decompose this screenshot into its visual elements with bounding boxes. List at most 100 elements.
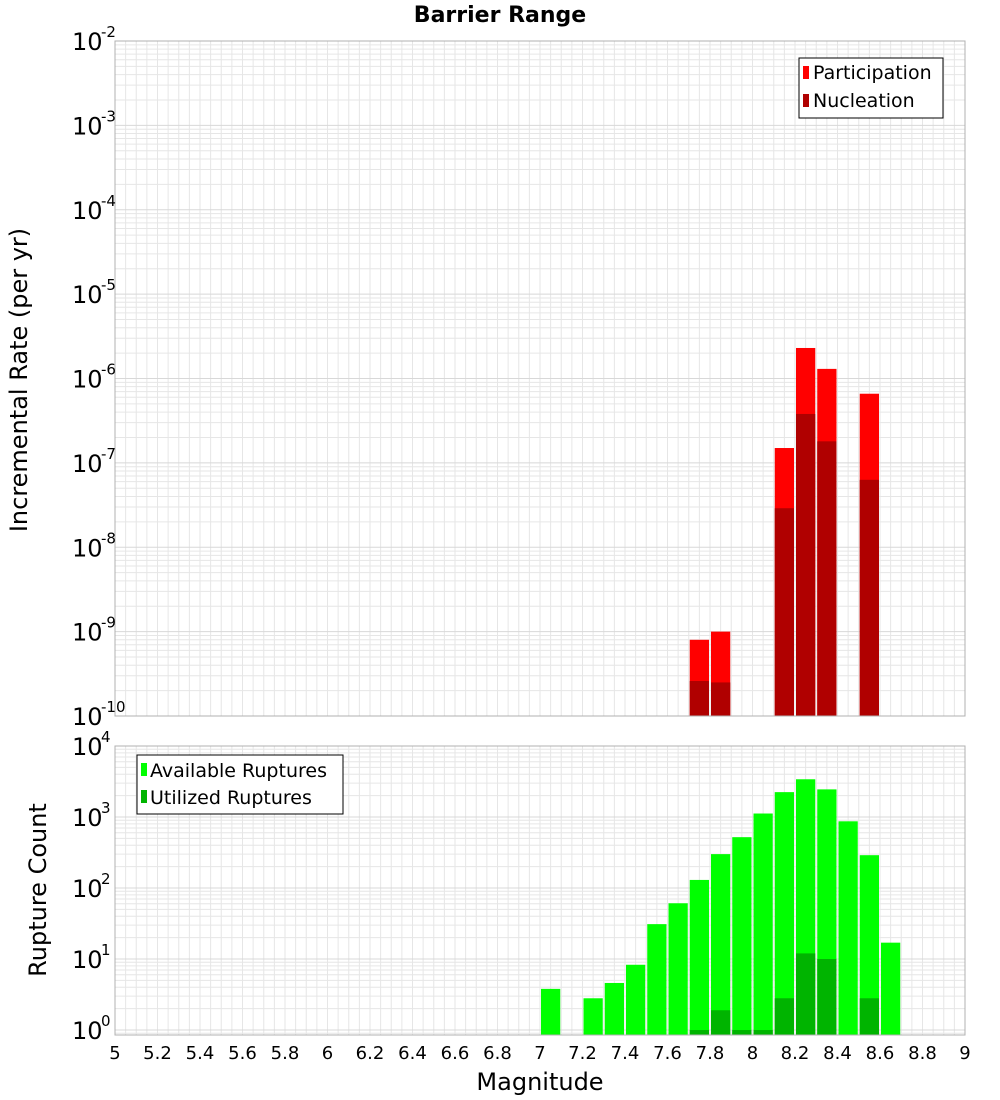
top-ytick-exponent: -6 — [101, 361, 116, 379]
bottom-ytick-exponent: 2 — [101, 870, 111, 888]
bottom-legend-box — [136, 754, 344, 815]
available-ruptures-bar — [859, 855, 879, 1035]
top-ytick-exponent: -3 — [101, 107, 116, 125]
top-panel-frame — [114, 40, 966, 717]
top-legend: Participation Nucleation — [798, 57, 944, 119]
top-ytick-exponent: -9 — [101, 614, 116, 632]
x-tick-label: 6.6 — [441, 1043, 470, 1064]
top-ytick-label: 10 — [72, 450, 103, 478]
x-tick-label: 5 — [109, 1043, 120, 1064]
bottom-ytick-exponent: 0 — [101, 1012, 111, 1030]
x-tick-label: 7.4 — [611, 1043, 640, 1064]
legend-swatch-nucleation — [803, 94, 809, 107]
bottom-y-axis-label: Rupture Count — [24, 803, 52, 977]
top-ytick-exponent: -8 — [101, 529, 116, 547]
bottom-ytick-exponent: 3 — [101, 799, 111, 817]
top-ytick-exponent: -10 — [101, 698, 126, 716]
x-tick-label: 8.2 — [781, 1043, 810, 1064]
top-ytick-exponent: -5 — [101, 276, 116, 294]
available-ruptures-bar — [753, 813, 773, 1035]
bottom-ytick-exponent: 4 — [101, 728, 111, 746]
utilized-ruptures-bar — [732, 1030, 752, 1035]
available-ruptures-bar — [711, 854, 731, 1035]
x-axis-label: Magnitude — [476, 1068, 603, 1096]
legend-label-participation: Participation — [813, 62, 932, 84]
x-tick-label: 8.6 — [866, 1043, 895, 1064]
legend-swatch-utilized — [141, 790, 147, 803]
available-ruptures-bar — [647, 924, 667, 1035]
utilized-ruptures-bar — [711, 1010, 731, 1035]
chart-title: Barrier Range — [414, 3, 586, 28]
legend-swatch-available — [141, 763, 147, 776]
top-panel-bars — [689, 347, 879, 716]
x-tick-label: 6 — [322, 1043, 333, 1064]
nucleation-bar — [817, 441, 837, 716]
bottom-panel-frame — [114, 745, 966, 1036]
x-tick-label: 6.8 — [483, 1043, 512, 1064]
x-tick-label: 7.8 — [696, 1043, 725, 1064]
x-tick-label: 9 — [959, 1043, 970, 1064]
top-ytick-label: 10 — [72, 619, 103, 647]
x-tick-label: 8.4 — [823, 1043, 852, 1064]
bottom-ytick-label: 10 — [72, 946, 103, 974]
nucleation-bar — [711, 682, 731, 716]
available-ruptures-bar — [774, 792, 794, 1035]
utilized-ruptures-bar — [796, 953, 816, 1035]
available-ruptures-bar — [838, 821, 858, 1035]
utilized-ruptures-bar — [859, 998, 879, 1035]
utilized-ruptures-bar — [817, 959, 837, 1035]
nucleation-bar — [689, 680, 709, 716]
available-ruptures-bar — [583, 998, 603, 1035]
nucleation-bar — [774, 508, 794, 716]
legend-label-nucleation: Nucleation — [813, 90, 915, 112]
available-ruptures-bar — [881, 942, 901, 1035]
bottom-ytick-label: 10 — [72, 733, 103, 761]
top-ytick-label: 10 — [72, 28, 103, 56]
legend-swatch-participation — [803, 66, 809, 79]
top-legend-box — [798, 57, 944, 119]
bottom-ytick-label: 10 — [72, 804, 103, 832]
top-ytick-label: 10 — [72, 366, 103, 394]
bottom-panel-bars — [541, 779, 901, 1035]
top-ytick-exponent: -4 — [101, 192, 116, 210]
available-ruptures-bar — [541, 988, 561, 1035]
legend-label-available: Available Ruptures — [150, 760, 327, 782]
x-ticks: 5 5.2 5.4 5.6 5.8 6 6.2 6.4 6.6 6.8 7 7.2 7.4 7.6 7.8 8… — [109, 1043, 970, 1064]
top-y-ticks: 10-210-310-410-510-610-710-810-910-10 — [72, 23, 126, 731]
x-tick-label: 7.6 — [653, 1043, 682, 1064]
available-ruptures-bar — [626, 964, 646, 1035]
x-tick-label: 5.8 — [271, 1043, 300, 1064]
nucleation-bar — [796, 413, 816, 716]
available-ruptures-bar — [668, 903, 688, 1035]
x-tick-label: 8.8 — [908, 1043, 937, 1064]
x-tick-label: 6.4 — [398, 1043, 427, 1064]
top-ytick-label: 10 — [72, 197, 103, 225]
bottom-ytick-label: 10 — [72, 875, 103, 903]
top-ytick-label: 10 — [72, 281, 103, 309]
x-tick-label: 5.2 — [143, 1043, 172, 1064]
nucleation-bar — [859, 479, 879, 716]
available-ruptures-bar — [689, 879, 709, 1035]
top-ytick-exponent: -2 — [101, 23, 116, 41]
utilized-ruptures-bar — [689, 1030, 709, 1035]
top-panel-grid — [114, 41, 966, 717]
utilized-ruptures-bar — [753, 1030, 773, 1035]
x-tick-label: 7.2 — [568, 1043, 597, 1064]
bottom-ytick-exponent: 1 — [101, 941, 111, 959]
available-ruptures-bar — [604, 982, 624, 1035]
top-ytick-label: 10 — [72, 534, 103, 562]
x-tick-label: 5.4 — [186, 1043, 215, 1064]
bottom-legend: Available Ruptures Utilized Ruptures — [136, 754, 344, 815]
utilized-ruptures-bar — [774, 998, 794, 1035]
bottom-ytick-label: 10 — [72, 1017, 103, 1045]
top-y-axis-label: Incremental Rate (per yr) — [5, 228, 33, 532]
top-ytick-label: 10 — [72, 703, 103, 731]
top-ytick-exponent: -7 — [101, 445, 116, 463]
legend-label-utilized: Utilized Ruptures — [150, 787, 312, 809]
x-tick-label: 8 — [747, 1043, 758, 1064]
top-ytick-label: 10 — [72, 112, 103, 140]
x-tick-label: 6.2 — [356, 1043, 385, 1064]
available-ruptures-bar — [732, 837, 752, 1035]
